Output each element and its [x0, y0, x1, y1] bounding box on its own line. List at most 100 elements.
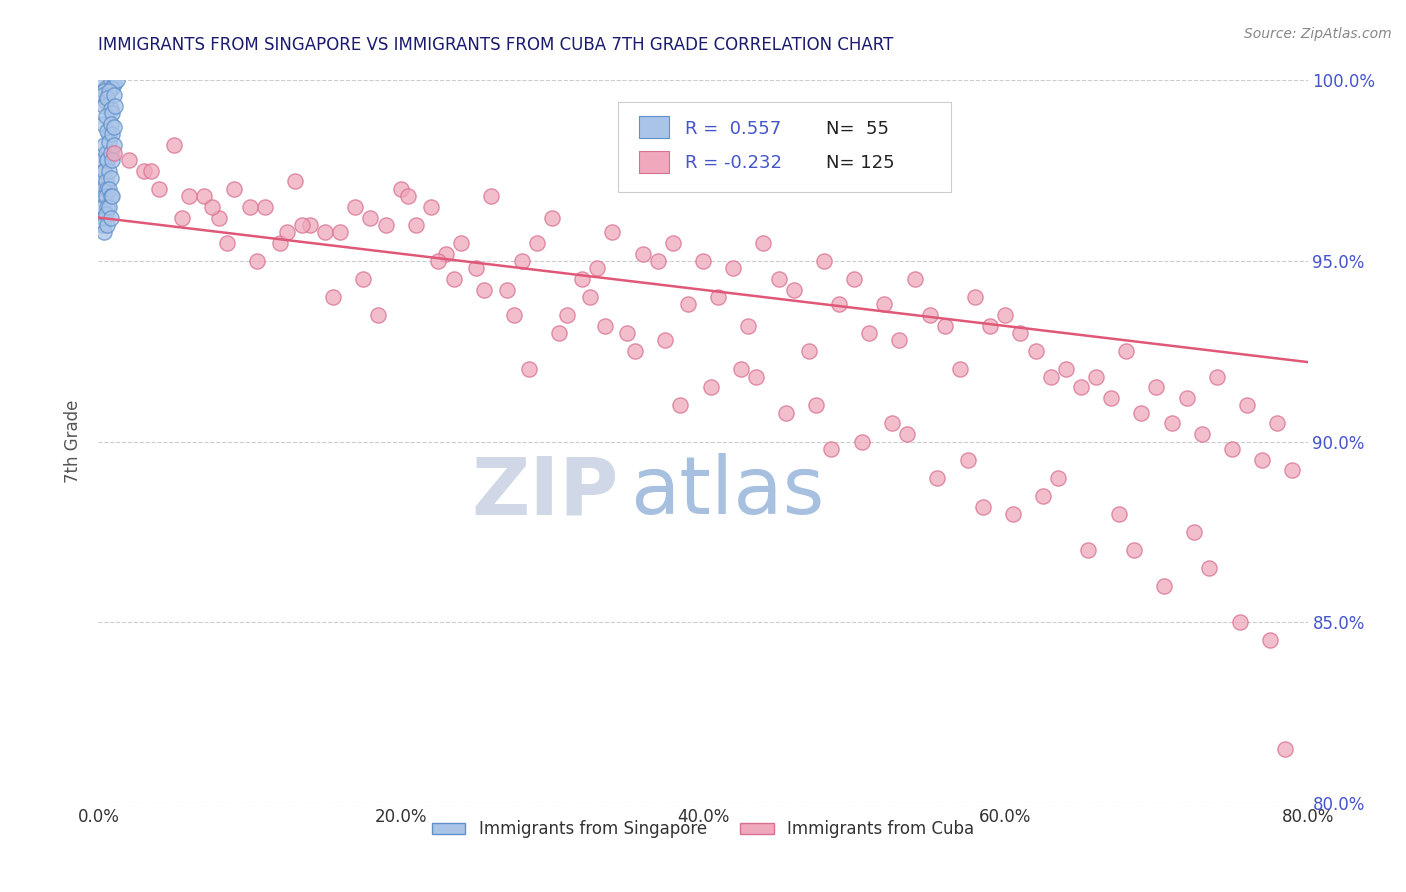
Point — [94, 145, 117, 160]
Point — [994, 308, 1017, 322]
Point — [540, 211, 562, 225]
Point — [745, 369, 768, 384]
Point — [93, 138, 115, 153]
Point — [105, 73, 128, 87]
Point — [96, 153, 118, 167]
Point — [1115, 344, 1137, 359]
Point — [1085, 369, 1108, 384]
Point — [1032, 489, 1054, 503]
Point — [965, 290, 987, 304]
Point — [98, 84, 121, 98]
Point — [224, 181, 246, 195]
Point — [93, 98, 115, 112]
Point — [1160, 417, 1182, 431]
Point — [96, 218, 118, 232]
Point — [1229, 615, 1251, 630]
Point — [571, 272, 593, 286]
Point — [118, 153, 141, 167]
Point — [1236, 399, 1258, 413]
Point — [93, 84, 115, 98]
Point — [352, 272, 374, 286]
Point — [797, 344, 820, 359]
FancyBboxPatch shape — [638, 151, 669, 173]
Point — [927, 471, 949, 485]
Point — [1146, 380, 1168, 394]
Point — [880, 417, 903, 431]
Point — [616, 326, 638, 341]
Text: ZIP: ZIP — [471, 453, 619, 531]
Point — [699, 380, 721, 394]
Point — [246, 254, 269, 268]
Point — [299, 218, 322, 232]
Point — [101, 105, 124, 120]
Point — [103, 145, 125, 160]
Point — [889, 334, 911, 348]
Point — [1024, 344, 1046, 359]
Point — [96, 153, 118, 167]
Point — [215, 235, 238, 250]
Point — [103, 77, 125, 91]
Point — [420, 200, 443, 214]
Point — [517, 362, 540, 376]
Point — [93, 189, 115, 203]
Point — [103, 87, 125, 102]
Point — [1010, 326, 1032, 341]
Point — [314, 225, 336, 239]
Point — [707, 290, 730, 304]
Point — [103, 120, 125, 135]
Point — [98, 163, 121, 178]
Point — [269, 235, 291, 250]
Point — [100, 211, 122, 225]
Text: IMMIGRANTS FROM SINGAPORE VS IMMIGRANTS FROM CUBA 7TH GRADE CORRELATION CHART: IMMIGRANTS FROM SINGAPORE VS IMMIGRANTS … — [98, 36, 894, 54]
Point — [276, 225, 298, 239]
Point — [1054, 362, 1077, 376]
Point — [1258, 633, 1281, 648]
Point — [427, 254, 450, 268]
Point — [148, 181, 170, 195]
FancyBboxPatch shape — [619, 102, 950, 193]
Point — [972, 500, 994, 514]
Point — [94, 109, 117, 123]
Text: N=  55: N= 55 — [827, 120, 890, 137]
Point — [93, 163, 115, 178]
Point — [1175, 391, 1198, 405]
Point — [201, 200, 224, 214]
Point — [93, 225, 115, 239]
Point — [96, 91, 118, 105]
Point — [284, 174, 307, 188]
Point — [94, 174, 117, 188]
Point — [692, 254, 714, 268]
Point — [94, 207, 117, 221]
Point — [896, 427, 918, 442]
Point — [768, 272, 790, 286]
Text: N= 125: N= 125 — [827, 154, 896, 172]
Point — [101, 128, 124, 142]
Point — [396, 189, 419, 203]
Point — [783, 283, 806, 297]
Legend: Immigrants from Singapore, Immigrants from Cuba: Immigrants from Singapore, Immigrants fr… — [426, 814, 980, 845]
Point — [1206, 369, 1229, 384]
Point — [93, 211, 115, 225]
Text: Source: ZipAtlas.com: Source: ZipAtlas.com — [1244, 27, 1392, 41]
Point — [291, 218, 314, 232]
Text: atlas: atlas — [630, 453, 825, 531]
Point — [96, 124, 118, 138]
Point — [434, 246, 457, 260]
Point — [104, 98, 127, 112]
Point — [96, 181, 118, 195]
Point — [669, 399, 692, 413]
Point — [647, 254, 669, 268]
Point — [170, 211, 193, 225]
Point — [98, 128, 121, 142]
Point — [100, 189, 122, 203]
Point — [141, 163, 163, 178]
Point — [1039, 369, 1062, 384]
Point — [208, 211, 231, 225]
Point — [934, 318, 956, 333]
Point — [593, 318, 616, 333]
Point — [389, 181, 412, 195]
Point — [526, 235, 548, 250]
Point — [1220, 442, 1243, 456]
Point — [1099, 391, 1122, 405]
Point — [91, 200, 114, 214]
